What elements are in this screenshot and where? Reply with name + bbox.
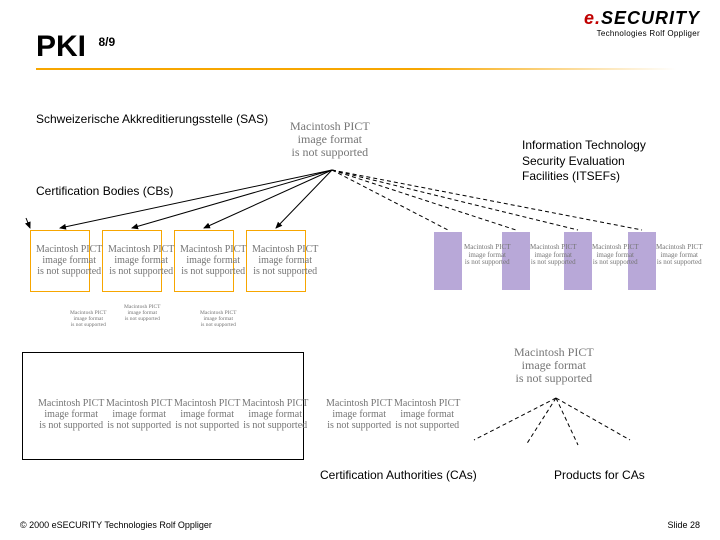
pict-placeholder: Macintosh PICT image format is not suppo… <box>394 398 460 431</box>
pict-placeholder: Macintosh PICT image format is not suppo… <box>242 398 308 431</box>
label-cas: Certification Authorities (CAs) <box>320 468 477 482</box>
pict-placeholder: Macintosh PICT image format is not suppo… <box>530 244 576 267</box>
footer-slidenum: Slide 28 <box>667 520 700 530</box>
pict-placeholder: Macintosh PICT image format is not suppo… <box>180 244 246 277</box>
label-cbs: Certification Bodies (CBs) <box>36 184 173 198</box>
pict-placeholder: Macintosh PICT image format is not suppo… <box>38 398 104 431</box>
brand-logo: e.SECURITY Technologies Rolf Oppliger <box>584 8 700 38</box>
logo-tagline: Technologies Rolf Oppliger <box>584 29 700 38</box>
pict-placeholder: Macintosh PICT image format is not suppo… <box>124 304 161 322</box>
pict-placeholder: Macintosh PICT image format is not suppo… <box>464 244 510 267</box>
pict-placeholder: Macintosh PICT image format is not suppo… <box>70 310 107 328</box>
slide-title: PKI 8/9 <box>36 30 115 64</box>
logo-name: SECURITY <box>601 8 700 28</box>
label-sas: Schweizerische Akkreditierungsstelle (SA… <box>36 112 268 126</box>
pict-placeholder: Macintosh PICT image format is not suppo… <box>108 244 174 277</box>
pict-placeholder: Macintosh PICT image format is not suppo… <box>326 398 392 431</box>
footer-copyright: © 2000 eSECURITY Technologies Rolf Oppli… <box>20 520 212 530</box>
pict-placeholder: Macintosh PICT image format is not suppo… <box>174 398 240 431</box>
pict-placeholder: Macintosh PICT image format is not suppo… <box>36 244 102 277</box>
title-underline <box>36 68 676 70</box>
pict-placeholder: Macintosh PICT image format is not suppo… <box>106 398 172 431</box>
pict-placeholder: Macintosh PICT image format is not suppo… <box>252 244 318 277</box>
pict-placeholder: Macintosh PICT image format is not suppo… <box>200 310 237 328</box>
logo-prefix: e. <box>584 8 601 28</box>
label-products: Products for CAs <box>554 468 645 482</box>
pict-placeholder: Macintosh PICT image format is not suppo… <box>514 346 594 386</box>
pict-placeholder: Macintosh PICT image format is not suppo… <box>290 120 370 160</box>
pict-placeholder: Macintosh PICT image format is not suppo… <box>592 244 638 267</box>
label-itsef: Information Technology Security Evaluati… <box>522 138 646 185</box>
pict-placeholder: Macintosh PICT image format is not suppo… <box>656 244 702 267</box>
itsef-bar <box>434 232 462 290</box>
title-main: PKI <box>36 30 86 63</box>
title-sub: 8/9 <box>98 35 115 49</box>
